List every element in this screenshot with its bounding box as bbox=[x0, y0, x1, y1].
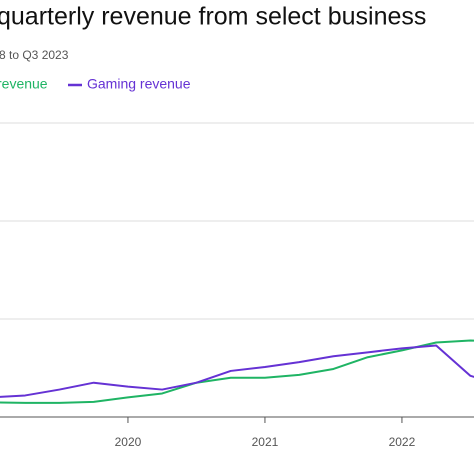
plot-area: 9202020212022 bbox=[0, 122, 474, 449]
legend-label: revenue bbox=[0, 76, 48, 92]
x-tick-label: 2021 bbox=[252, 435, 279, 449]
chart-title: quarterly revenue from select business bbox=[0, 3, 426, 31]
series-line bbox=[0, 344, 474, 398]
x-tick-label: 2020 bbox=[115, 435, 142, 449]
legend-label: Gaming revenue bbox=[87, 76, 191, 92]
series-line bbox=[0, 339, 474, 404]
chart-subtitle: 8 to Q3 2023 bbox=[0, 48, 69, 62]
x-tick-label: 2022 bbox=[389, 435, 416, 449]
legend: revenue Gaming revenue bbox=[0, 76, 191, 92]
